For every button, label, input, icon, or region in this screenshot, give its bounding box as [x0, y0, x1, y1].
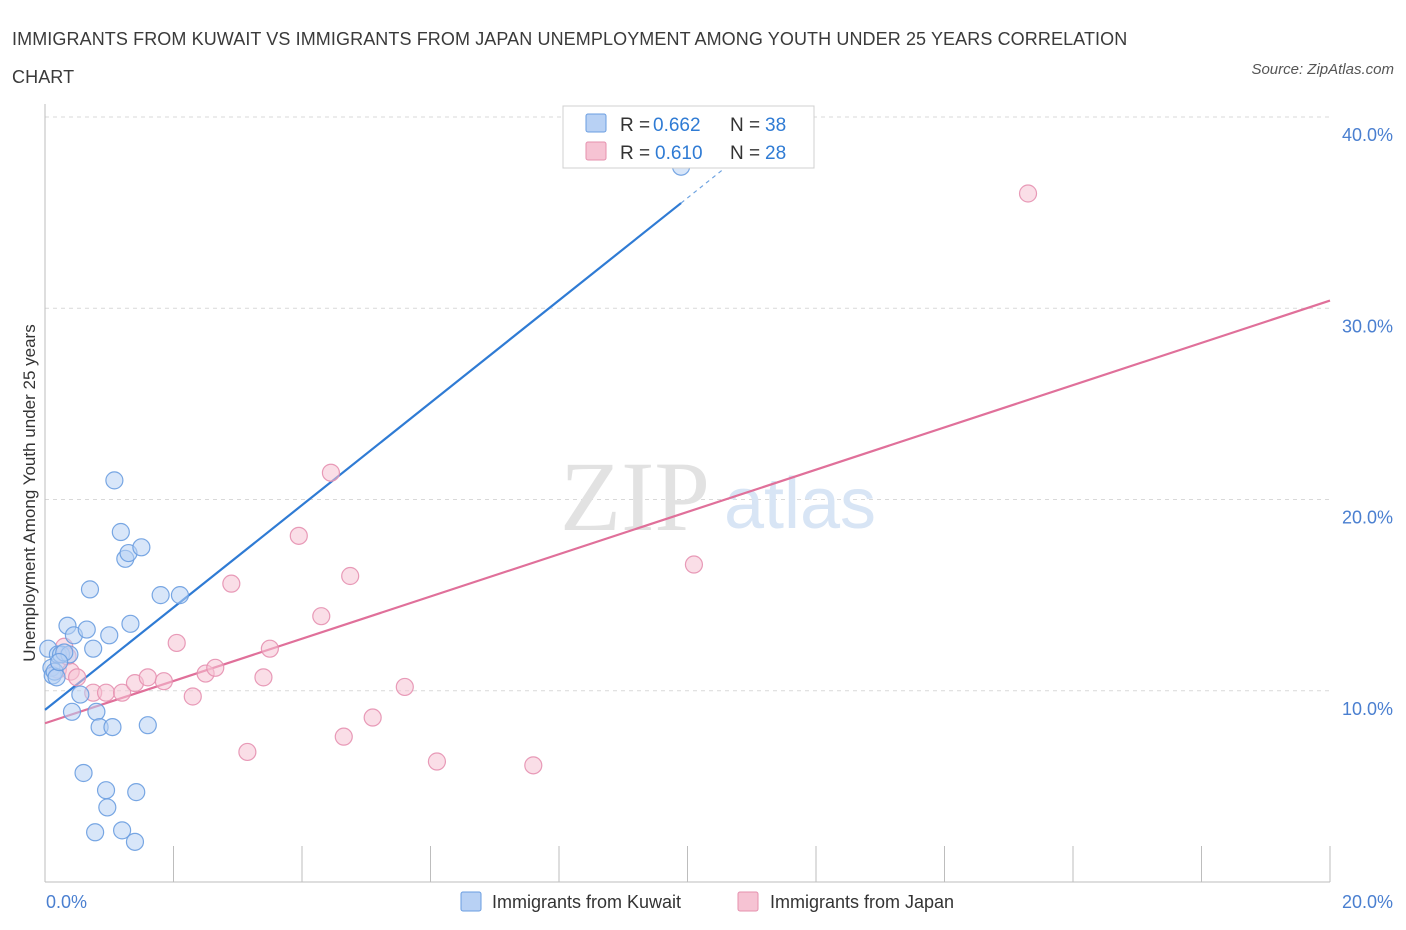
top-legend: R = 0.662 N = 38 R = 0.610 N = 28: [562, 105, 815, 169]
legend-r-value-japan: 0.610: [655, 143, 703, 164]
legend-n-value-japan: 28: [765, 143, 786, 164]
y-tick-label: 30.0%: [1342, 316, 1393, 336]
axes: [44, 104, 1331, 883]
point-japan: [254, 668, 273, 687]
x-tick-label: 20.0%: [1342, 892, 1393, 912]
point-kuwait: [87, 702, 106, 721]
point-japan: [154, 672, 173, 691]
point-kuwait: [138, 716, 157, 735]
point-japan: [167, 633, 186, 653]
legend-n-label-japan: N =: [730, 143, 760, 164]
point-kuwait: [103, 717, 122, 737]
point-kuwait: [62, 702, 82, 721]
point-japan: [112, 683, 132, 702]
point-japan: [341, 566, 360, 586]
point-kuwait: [132, 538, 151, 557]
legend-r-value-kuwait: 0.662: [653, 115, 701, 136]
point-kuwait: [170, 586, 190, 605]
watermark-zip: ZIP: [560, 441, 710, 552]
point-kuwait: [50, 652, 69, 672]
point-japan: [334, 727, 353, 746]
bottom-legend-label-kuwait: Immigrants from Kuwait: [492, 892, 681, 912]
point-kuwait: [74, 763, 93, 783]
point-japan: [524, 756, 543, 775]
legend-n-value-kuwait: 38: [765, 115, 786, 136]
point-japan: [363, 708, 382, 727]
point-japan: [68, 668, 87, 687]
bottom-legend-label-japan: Immigrants from Japan: [770, 892, 954, 912]
point-kuwait: [80, 580, 100, 599]
bottom-legend-swatch-japan: [737, 891, 759, 912]
point-kuwait: [96, 781, 116, 800]
point-japan: [684, 555, 704, 574]
data-points: [39, 157, 1038, 851]
trendlines: [44, 135, 1331, 725]
trendline-japan: [44, 299, 1331, 725]
y-axis-title: Unemployment Among Youth under 25 years: [20, 324, 39, 661]
point-japan: [96, 683, 116, 702]
y-tick-label: 10.0%: [1342, 699, 1393, 719]
point-kuwait: [86, 823, 105, 842]
legend-swatch-kuwait: [585, 113, 607, 133]
point-japan: [395, 677, 414, 697]
point-japan: [138, 668, 157, 687]
source-label: Source: ZipAtlas.com: [1251, 61, 1394, 78]
point-japan: [206, 658, 225, 677]
point-kuwait: [127, 783, 146, 802]
grid: [45, 116, 1330, 692]
legend-swatch-japan: [585, 141, 607, 161]
point-kuwait: [121, 614, 140, 633]
x-tick-label: 0.0%: [46, 892, 87, 912]
point-kuwait: [84, 639, 103, 658]
bottom-legend: Immigrants from Kuwait Immigrants from J…: [460, 891, 954, 912]
point-kuwait: [111, 522, 130, 542]
point-kuwait: [77, 620, 96, 639]
y-tick-label: 40.0%: [1342, 125, 1393, 145]
point-kuwait: [71, 685, 90, 704]
point-japan: [427, 752, 447, 771]
trendline-kuwait: [44, 202, 682, 711]
bottom-legend-swatch-kuwait: [460, 891, 482, 912]
point-japan: [238, 742, 257, 762]
point-japan: [260, 639, 279, 658]
point-japan: [321, 463, 341, 482]
point-kuwait: [105, 471, 124, 490]
watermark-atlas: atlas: [724, 464, 876, 544]
tick-labels: 10.0% 20.0% 30.0% 40.0% 0.0% 20.0%: [46, 125, 1393, 912]
point-kuwait: [112, 821, 132, 840]
point-japan: [183, 687, 202, 706]
point-kuwait: [98, 798, 117, 817]
chart-title: IMMIGRANTS FROM KUWAIT VS IMMIGRANTS FRO…: [12, 29, 1128, 87]
point-kuwait: [125, 832, 145, 851]
point-japan: [312, 607, 331, 626]
legend-r-label-japan: R =: [620, 143, 650, 164]
point-japan: [222, 574, 241, 593]
point-japan: [289, 526, 308, 545]
legend-n-label-kuwait: N =: [730, 115, 760, 136]
point-japan: [1018, 184, 1038, 203]
point-kuwait: [47, 668, 66, 687]
y-tick-label: 20.0%: [1342, 508, 1393, 528]
legend-r-label-kuwait: R =: [620, 115, 650, 136]
point-kuwait: [151, 586, 170, 605]
point-kuwait: [100, 626, 119, 645]
watermark: ZIP atlas: [560, 441, 876, 552]
